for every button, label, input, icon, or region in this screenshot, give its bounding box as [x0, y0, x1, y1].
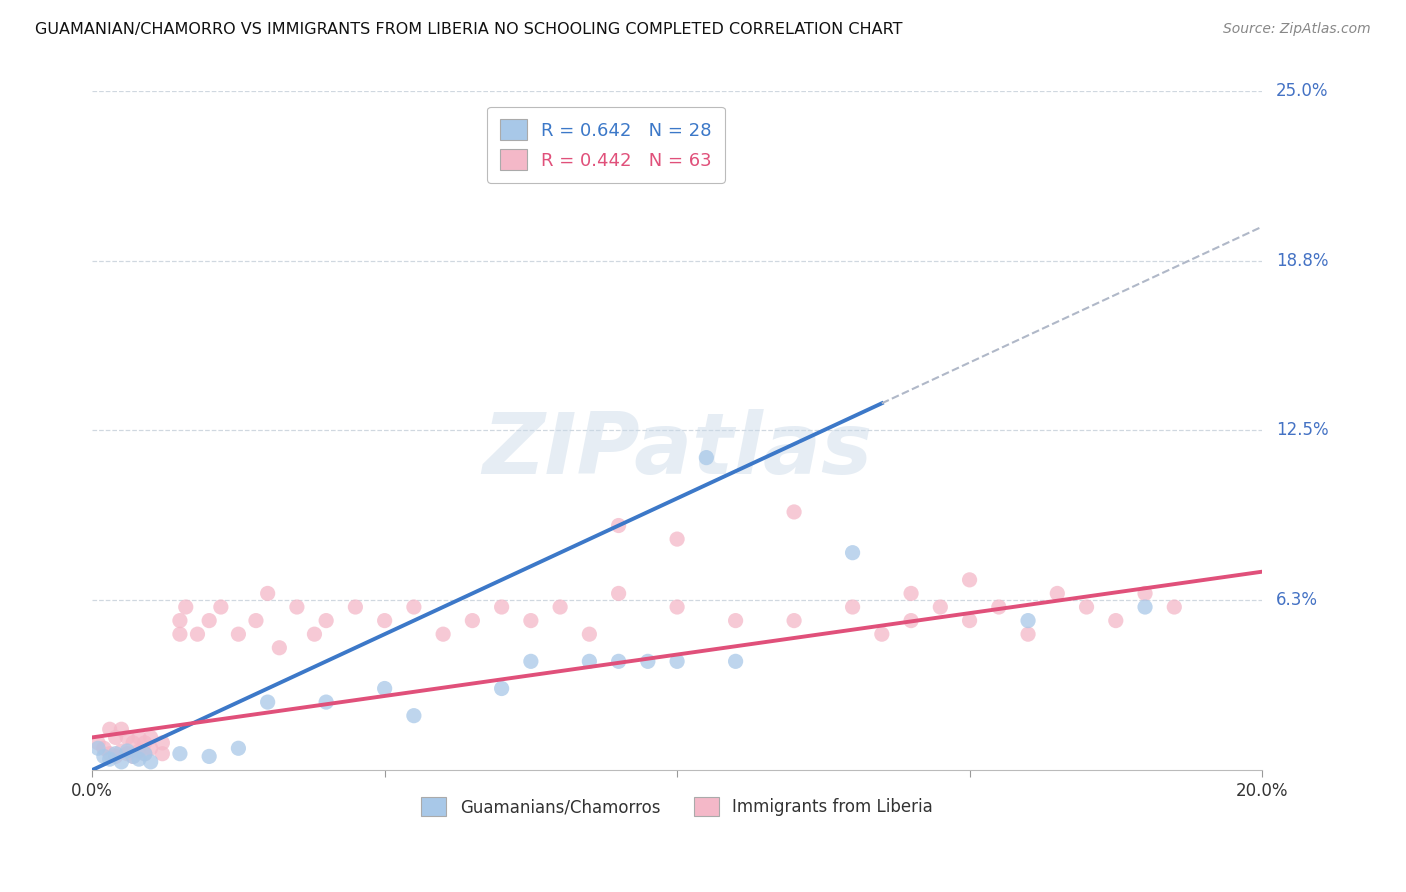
Point: [169, 614, 191, 628]
Point: [783, 505, 806, 519]
Point: [520, 614, 543, 628]
Point: [134, 736, 156, 750]
Point: [139, 755, 162, 769]
Point: [269, 640, 291, 655]
Point: [139, 741, 162, 756]
Point: [959, 573, 981, 587]
Point: [666, 600, 689, 615]
Point: [548, 600, 571, 615]
Point: [198, 749, 221, 764]
Point: [128, 731, 150, 745]
Point: [117, 731, 139, 745]
Point: [724, 614, 747, 628]
Point: [169, 747, 191, 761]
Point: [870, 627, 893, 641]
Point: [139, 731, 162, 745]
Point: [607, 518, 630, 533]
Point: [1046, 586, 1069, 600]
Point: [98, 747, 121, 761]
Point: [841, 600, 863, 615]
Point: [1017, 614, 1039, 628]
Point: [186, 627, 208, 641]
Text: 25.0%: 25.0%: [1277, 82, 1329, 100]
Point: [104, 749, 127, 764]
Point: [520, 654, 543, 668]
Point: [724, 654, 747, 668]
Text: 12.5%: 12.5%: [1277, 421, 1329, 440]
Point: [900, 614, 922, 628]
Point: [929, 600, 952, 615]
Point: [344, 600, 367, 615]
Point: [607, 654, 630, 668]
Point: [374, 614, 396, 628]
Point: [117, 744, 139, 758]
Point: [150, 747, 173, 761]
Point: [987, 600, 1010, 615]
Point: [285, 600, 308, 615]
Point: [900, 586, 922, 600]
Point: [1017, 627, 1039, 641]
Point: [256, 586, 278, 600]
Point: [134, 747, 156, 761]
Point: [122, 749, 145, 764]
Point: [169, 627, 191, 641]
Point: [1076, 600, 1098, 615]
Point: [374, 681, 396, 696]
Point: [695, 450, 717, 465]
Point: [304, 627, 326, 641]
Point: [1133, 586, 1156, 600]
Point: [491, 681, 513, 696]
Point: [315, 614, 337, 628]
Point: [432, 627, 454, 641]
Point: [666, 654, 689, 668]
Point: [402, 708, 425, 723]
Point: [228, 627, 250, 641]
Point: [93, 741, 115, 756]
Point: [1105, 614, 1128, 628]
Point: [128, 744, 150, 758]
Point: [1133, 600, 1156, 615]
Point: [87, 741, 110, 756]
Point: [117, 747, 139, 761]
Point: [134, 747, 156, 761]
Point: [256, 695, 278, 709]
Point: [637, 654, 659, 668]
Point: [578, 627, 600, 641]
Text: 6.3%: 6.3%: [1277, 591, 1317, 609]
Point: [491, 600, 513, 615]
Point: [578, 654, 600, 668]
Point: [209, 600, 232, 615]
Legend: Guamanians/Chamorros, Immigrants from Liberia: Guamanians/Chamorros, Immigrants from Li…: [415, 790, 939, 822]
Point: [93, 749, 115, 764]
Point: [98, 752, 121, 766]
Point: [245, 614, 267, 628]
Point: [959, 614, 981, 628]
Point: [841, 546, 863, 560]
Text: 18.8%: 18.8%: [1277, 252, 1329, 269]
Point: [666, 532, 689, 546]
Point: [607, 586, 630, 600]
Point: [87, 736, 110, 750]
Point: [98, 723, 121, 737]
Text: Source: ZipAtlas.com: Source: ZipAtlas.com: [1223, 22, 1371, 37]
Text: GUAMANIAN/CHAMORRO VS IMMIGRANTS FROM LIBERIA NO SCHOOLING COMPLETED CORRELATION: GUAMANIAN/CHAMORRO VS IMMIGRANTS FROM LI…: [35, 22, 903, 37]
Point: [174, 600, 197, 615]
Point: [150, 736, 173, 750]
Text: ZIPatlas: ZIPatlas: [482, 409, 872, 492]
Point: [198, 614, 221, 628]
Point: [104, 731, 127, 745]
Point: [315, 695, 337, 709]
Point: [110, 744, 132, 758]
Point: [1163, 600, 1185, 615]
Point: [461, 614, 484, 628]
Point: [110, 755, 132, 769]
Point: [122, 736, 145, 750]
Point: [110, 723, 132, 737]
Point: [402, 600, 425, 615]
Point: [104, 747, 127, 761]
Point: [122, 749, 145, 764]
Point: [783, 614, 806, 628]
Point: [228, 741, 250, 756]
Point: [128, 752, 150, 766]
